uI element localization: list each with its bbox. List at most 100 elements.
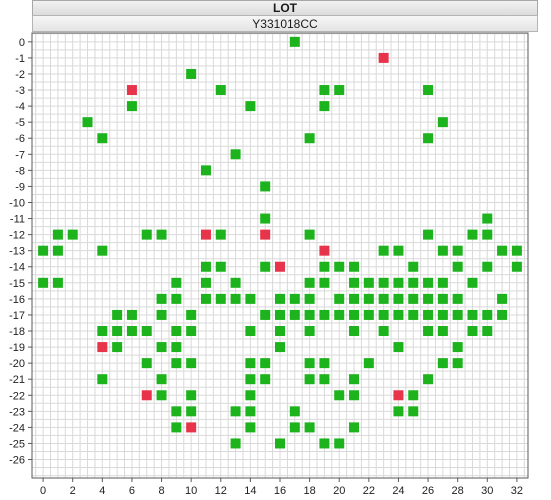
pass-die-marker bbox=[304, 133, 315, 144]
fail-die-marker bbox=[319, 245, 330, 256]
pass-die-marker bbox=[482, 229, 493, 240]
pass-die-marker bbox=[423, 85, 434, 96]
pass-die-marker bbox=[378, 326, 389, 337]
pass-die-marker bbox=[260, 309, 271, 320]
pass-die-marker bbox=[141, 358, 152, 369]
pass-die-marker bbox=[393, 309, 404, 320]
pass-die-marker bbox=[497, 309, 508, 320]
pass-die-marker bbox=[186, 406, 197, 417]
pass-die-marker bbox=[156, 293, 167, 304]
pass-die-marker bbox=[452, 309, 463, 320]
pass-die-marker bbox=[289, 406, 300, 417]
pass-die-marker bbox=[275, 326, 285, 337]
x-tick-label: 30 bbox=[481, 485, 493, 497]
pass-die-marker bbox=[378, 245, 389, 256]
pass-die-marker bbox=[423, 277, 434, 288]
pass-die-marker bbox=[230, 149, 241, 160]
pass-die-marker bbox=[275, 342, 285, 353]
pass-die-marker bbox=[156, 374, 167, 385]
pass-die-marker bbox=[126, 326, 137, 337]
pass-die-marker bbox=[112, 309, 123, 320]
pass-die-marker bbox=[349, 422, 360, 433]
pass-die-marker bbox=[156, 390, 167, 401]
pass-die-marker bbox=[511, 245, 522, 256]
x-tick-label: 20 bbox=[333, 485, 345, 497]
pass-die-marker bbox=[112, 326, 123, 337]
pass-die-marker bbox=[230, 438, 241, 449]
pass-die-marker bbox=[437, 293, 448, 304]
pass-die-marker bbox=[171, 422, 182, 433]
y-tick-label: -3 bbox=[15, 85, 25, 97]
pass-die-marker bbox=[38, 245, 49, 256]
fail-die-marker bbox=[200, 229, 211, 240]
y-tick-label: -25 bbox=[9, 438, 25, 450]
pass-die-marker bbox=[275, 293, 285, 304]
pass-die-marker bbox=[437, 309, 448, 320]
die-points bbox=[38, 36, 522, 449]
y-tick-label: -22 bbox=[9, 390, 25, 402]
pass-die-marker bbox=[378, 277, 389, 288]
pass-die-marker bbox=[245, 422, 256, 433]
y-tick-label: -13 bbox=[9, 246, 25, 258]
y-tick-label: -6 bbox=[15, 133, 25, 145]
pass-die-marker bbox=[349, 293, 360, 304]
pass-die-marker bbox=[363, 309, 374, 320]
y-tick-label: -12 bbox=[9, 230, 25, 242]
x-tick-label: 6 bbox=[129, 485, 135, 497]
pass-die-marker bbox=[230, 277, 241, 288]
pass-die-marker bbox=[126, 309, 137, 320]
y-tick-label: -2 bbox=[15, 69, 25, 81]
pass-die-marker bbox=[38, 277, 49, 288]
x-tick-label: 18 bbox=[303, 485, 315, 497]
y-tick-label: -9 bbox=[15, 181, 25, 193]
pass-die-marker bbox=[289, 422, 300, 433]
fail-die-marker bbox=[393, 390, 404, 401]
pass-die-marker bbox=[334, 261, 345, 272]
y-tick-label: -26 bbox=[9, 455, 25, 467]
pass-die-marker bbox=[304, 422, 315, 433]
pass-die-marker bbox=[319, 277, 330, 288]
lot-id-bar: Y331018CC bbox=[32, 15, 538, 32]
pass-die-marker bbox=[156, 309, 167, 320]
pass-die-marker bbox=[497, 293, 508, 304]
x-tick-label: 24 bbox=[392, 485, 404, 497]
pass-die-marker bbox=[349, 277, 360, 288]
pass-die-marker bbox=[319, 85, 330, 96]
pass-die-marker bbox=[467, 326, 478, 337]
pass-die-marker bbox=[511, 261, 522, 272]
pass-die-marker bbox=[349, 390, 360, 401]
fail-die-marker bbox=[378, 52, 389, 63]
fail-die-marker bbox=[141, 390, 152, 401]
pass-die-marker bbox=[186, 68, 197, 79]
pass-die-marker bbox=[230, 293, 241, 304]
pass-die-marker bbox=[452, 261, 463, 272]
pass-die-marker bbox=[408, 293, 419, 304]
pass-die-marker bbox=[52, 229, 63, 240]
pass-die-marker bbox=[97, 374, 108, 385]
x-tick-label: 14 bbox=[244, 485, 256, 497]
pass-die-marker bbox=[126, 101, 137, 112]
pass-die-marker bbox=[289, 36, 300, 47]
pass-die-marker bbox=[260, 181, 271, 192]
pass-die-marker bbox=[97, 326, 108, 337]
pass-die-marker bbox=[304, 374, 315, 385]
pass-die-marker bbox=[437, 117, 448, 128]
pass-die-marker bbox=[245, 406, 256, 417]
pass-die-marker bbox=[186, 309, 197, 320]
pass-die-marker bbox=[230, 406, 241, 417]
pass-die-marker bbox=[304, 293, 315, 304]
pass-die-marker bbox=[260, 261, 271, 272]
pass-die-marker bbox=[467, 229, 478, 240]
pass-die-marker bbox=[349, 326, 360, 337]
pass-die-marker bbox=[363, 293, 374, 304]
pass-die-marker bbox=[452, 293, 463, 304]
pass-die-marker bbox=[289, 309, 300, 320]
x-tick-label: 26 bbox=[422, 485, 434, 497]
pass-die-marker bbox=[363, 358, 374, 369]
pass-die-marker bbox=[275, 438, 285, 449]
pass-die-marker bbox=[467, 309, 478, 320]
pass-die-marker bbox=[260, 374, 271, 385]
pass-die-marker bbox=[245, 326, 256, 337]
pass-die-marker bbox=[393, 293, 404, 304]
